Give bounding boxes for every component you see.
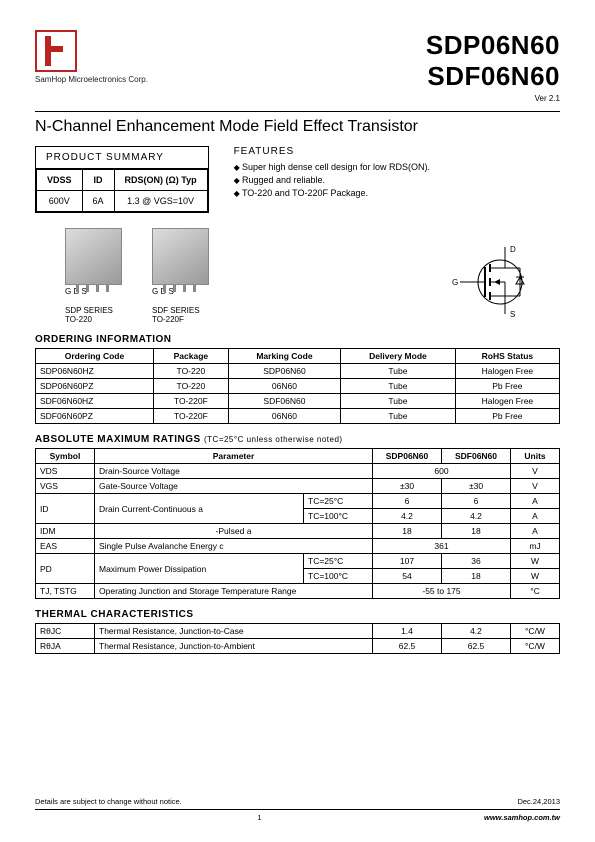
summary-row: PRODUCT SUMMARY VDSS ID RDS(ON) (Ω) Typ … (35, 146, 560, 213)
table-row: IDDrain Current-Continuous aTC=25°C66A (36, 494, 560, 509)
table-header: Units (511, 449, 560, 464)
package-image-icon (65, 228, 122, 285)
feature-item: Super high dense cell design for low RDS… (234, 162, 430, 172)
package-type: TO-220 (65, 315, 122, 324)
feature-item: Rugged and reliable. (234, 175, 430, 185)
footer-date: Dec.24,2013 (517, 797, 560, 806)
summary-value: 600V (37, 191, 83, 212)
table-row: PDMaximum Power DissipationTC=25°C10736W (36, 554, 560, 569)
table-header: Marking Code (228, 349, 340, 364)
disclaimer: Details are subject to change without no… (35, 797, 182, 806)
package-2: G D S SDF SERIES TO-220F (152, 228, 209, 324)
table-row: IDM-Pulsed a1818A (36, 524, 560, 539)
thermal-table: RθJCThermal Resistance, Junction-to-Case… (35, 623, 560, 654)
table-header: Ordering Code (36, 349, 154, 364)
page-number: 1 (257, 813, 261, 822)
table-row: SDP06N60PZTO-22006N60TubePb Free (36, 379, 560, 394)
table-header: Parameter (95, 449, 373, 464)
package-row: G D S SDP SERIES TO-220 G D S SDF SERIES… (65, 228, 560, 324)
package-label: SDP SERIES (65, 306, 122, 315)
table-row: SDF06N60PZTO-220F06N60TubePb Free (36, 409, 560, 424)
absmax-table: Symbol Parameter SDP06N60 SDF06N60 Units… (35, 448, 560, 599)
version: Ver 2.1 (426, 94, 560, 103)
table-row: VGSGate-Source Voltage±30±30V (36, 479, 560, 494)
datasheet-page: SamHop Microelectronics Corp. SDP06N60 S… (0, 0, 595, 842)
package-image-icon (152, 228, 209, 285)
logo-icon (35, 30, 77, 72)
part-number-2: SDF06N60 (426, 61, 560, 92)
title-block: SDP06N60 SDF06N60 Ver 2.1 (426, 30, 560, 103)
summary-header: VDSS (37, 170, 83, 191)
feature-item: TO-220 and TO-220F Package. (234, 188, 430, 198)
mosfet-schematic: D S G (450, 242, 540, 324)
ordering-table: Ordering Code Package Marking Code Deliv… (35, 348, 560, 424)
logo-area: SamHop Microelectronics Corp. (35, 30, 148, 84)
schematic-icon: D S G (450, 242, 540, 322)
company-name: SamHop Microelectronics Corp. (35, 75, 148, 84)
table-header: RoHS Status (455, 349, 559, 364)
table-header: Package (153, 349, 228, 364)
drain-label: D (510, 245, 516, 254)
footer-url: www.samhop.com.tw (484, 813, 560, 822)
summary-value: 6A (82, 191, 114, 212)
summary-header: RDS(ON) (Ω) Typ (114, 170, 207, 191)
absmax-title: ABSOLUTE MAXIMUM RATINGS (TC=25°C unless… (35, 434, 560, 445)
table-header: Symbol (36, 449, 95, 464)
table-row: TJ, TSTGOperating Junction and Storage T… (36, 584, 560, 599)
table-header: Delivery Mode (341, 349, 456, 364)
summary-table: VDSS ID RDS(ON) (Ω) Typ 600V 6A 1.3 @ VG… (36, 169, 208, 212)
footer: Details are subject to change without no… (35, 797, 560, 822)
features-list: Super high dense cell design for low RDS… (234, 162, 430, 198)
package-label: SDF SERIES (152, 306, 209, 315)
summary-value: 1.3 @ VGS=10V (114, 191, 207, 212)
source-label: S (510, 310, 515, 319)
table-row: SDF06N60HZTO-220FSDF06N60TubeHalogen Fre… (36, 394, 560, 409)
header: SamHop Microelectronics Corp. SDP06N60 S… (35, 30, 560, 103)
table-row: RθJCThermal Resistance, Junction-to-Case… (36, 624, 560, 639)
table-header: SDF06N60 (442, 449, 511, 464)
company-logo (35, 30, 148, 72)
part-number-1: SDP06N60 (426, 30, 560, 61)
package-type: TO-220F (152, 315, 209, 324)
features: FEATURES Super high dense cell design fo… (234, 146, 430, 213)
package-1: G D S SDP SERIES TO-220 (65, 228, 122, 324)
table-row: VDSDrain-Source Voltage600V (36, 464, 560, 479)
thermal-title: THERMAL CHARACTERISTICS (35, 609, 560, 620)
product-summary: PRODUCT SUMMARY VDSS ID RDS(ON) (Ω) Typ … (35, 146, 209, 213)
table-row: EASSingle Pulse Avalanche Energy c361mJ (36, 539, 560, 554)
subtitle: N-Channel Enhancement Mode Field Effect … (35, 118, 560, 136)
gate-label: G (452, 278, 458, 287)
table-row: SDP06N60HZTO-220SDP06N60TubeHalogen Free (36, 364, 560, 379)
header-rule (35, 111, 560, 112)
summary-title: PRODUCT SUMMARY (36, 147, 208, 169)
ordering-title: ORDERING INFORMATION (35, 334, 560, 345)
summary-header: ID (82, 170, 114, 191)
table-row: RθJAThermal Resistance, Junction-to-Ambi… (36, 639, 560, 654)
features-title: FEATURES (234, 146, 430, 157)
table-header: SDP06N60 (373, 449, 442, 464)
